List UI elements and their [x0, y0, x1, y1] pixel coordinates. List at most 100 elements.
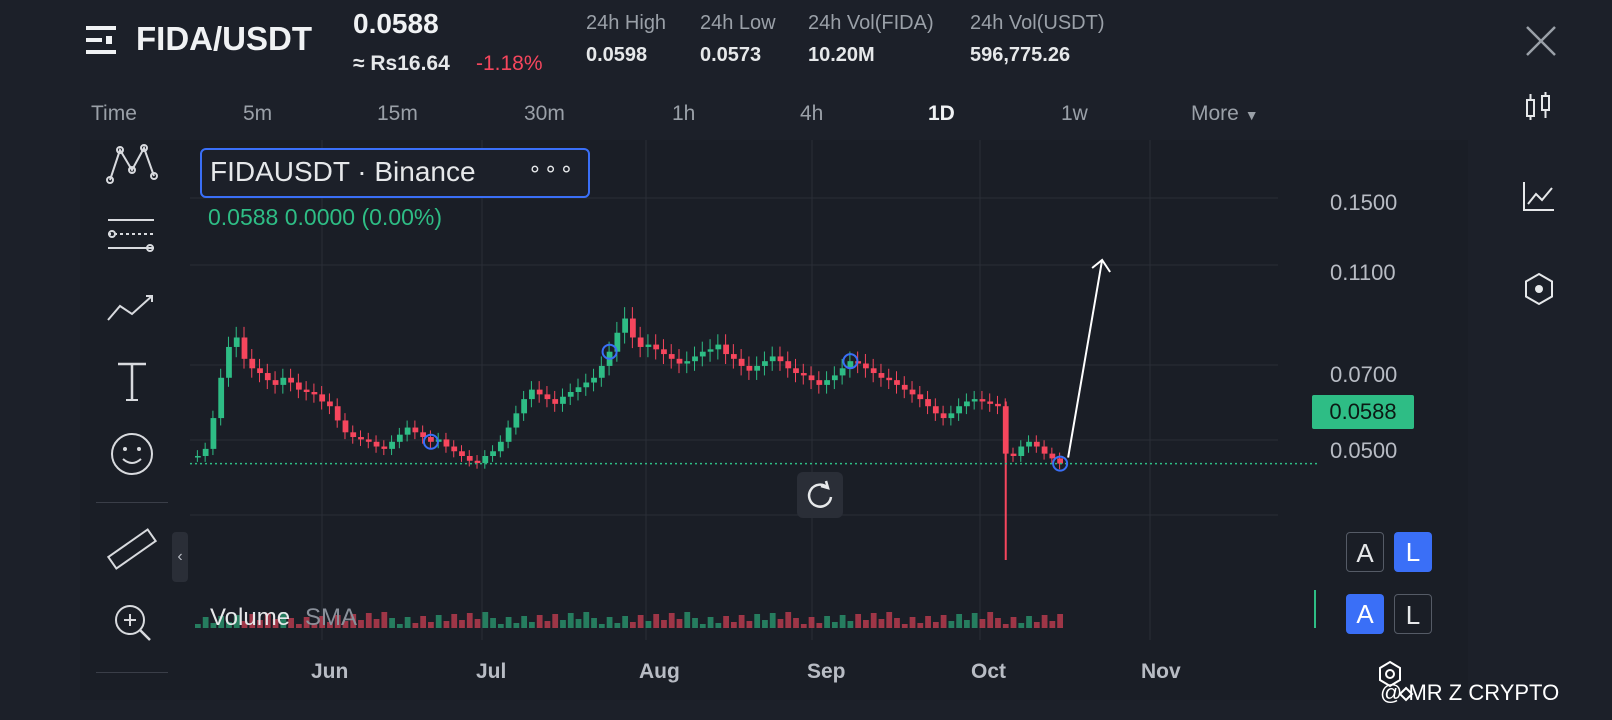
volume-bar: [606, 617, 613, 628]
legend-more-icon[interactable]: ∘∘∘: [528, 156, 576, 181]
settings-hexagon-icon[interactable]: [1520, 270, 1558, 308]
volume-bar: [513, 623, 520, 628]
chart-marker[interactable]: [1052, 455, 1069, 472]
volume-bar: [490, 618, 496, 628]
tab-4h[interactable]: 4h: [800, 102, 824, 125]
collapse-toolbar-button[interactable]: ‹: [172, 532, 188, 582]
candle-body: [428, 437, 434, 442]
volume-auto-scale-button[interactable]: A: [1346, 594, 1384, 634]
candle-body: [552, 399, 559, 404]
reset-chart-icon[interactable]: [797, 472, 843, 518]
chart-marker[interactable]: [422, 433, 439, 450]
text-tool-icon[interactable]: [104, 356, 160, 408]
volume-bar: [342, 621, 349, 628]
candle-body: [1033, 441, 1040, 447]
ohlc-readout: 0.0588 0.0000 (0.00%): [208, 204, 443, 230]
ruler-icon[interactable]: [104, 524, 160, 576]
candle-body: [637, 337, 644, 347]
close-icon[interactable]: [1524, 24, 1558, 58]
chart-marker[interactable]: [842, 353, 859, 370]
auto-scale-button[interactable]: A: [1346, 532, 1384, 572]
volume-bar: [1033, 622, 1040, 628]
tab-time[interactable]: Time: [91, 102, 137, 125]
candle-body: [661, 349, 667, 355]
volume-bar: [870, 613, 877, 628]
stat-label-high: 24h High: [586, 12, 667, 34]
volume-log-scale-button[interactable]: L: [1394, 594, 1432, 634]
volume-bar: [575, 619, 582, 628]
volume-bar: [1049, 621, 1056, 628]
pattern-tool-icon[interactable]: [104, 140, 160, 192]
candle-body: [630, 318, 636, 338]
candle-body: [847, 361, 854, 369]
volume-bar: [901, 624, 908, 628]
candle-body: [560, 396, 566, 404]
volume-bar: [334, 615, 341, 628]
volume-bar: [925, 616, 931, 628]
candle-body: [762, 361, 768, 366]
tab-1h[interactable]: 1h: [672, 102, 696, 125]
candle-body: [404, 427, 411, 435]
chart-marker[interactable]: [601, 343, 618, 360]
symbol-title[interactable]: FIDA/USDT: [136, 20, 312, 57]
candle-body: [295, 382, 302, 390]
volume-bar: [303, 617, 310, 628]
menu-icon[interactable]: [86, 24, 120, 56]
chevron-down-icon: ▼: [1244, 107, 1259, 123]
candle-body: [482, 456, 489, 464]
zoom-in-icon[interactable]: [104, 596, 160, 648]
chart-panel[interactable]: [80, 140, 1468, 700]
emoji-icon[interactable]: [104, 428, 160, 480]
indicator-chart-icon[interactable]: [1520, 178, 1558, 216]
arrow-head: [1091, 258, 1111, 273]
xaxis-label: Sep: [807, 660, 846, 683]
candle-body: [311, 392, 318, 395]
volume-bar: [202, 617, 209, 628]
last-price: 0.0588: [353, 8, 439, 39]
trend-line-icon[interactable]: [104, 284, 160, 336]
volume-bar: [645, 621, 652, 628]
fib-tool-icon[interactable]: [104, 212, 160, 264]
volume-bar: [257, 620, 263, 628]
candle-body: [303, 389, 310, 392]
candle-body: [1041, 446, 1048, 454]
candle-body: [264, 373, 271, 381]
log-scale-button[interactable]: L: [1394, 532, 1432, 572]
tab-more[interactable]: More ▼: [1191, 102, 1259, 126]
volume-bar: [668, 613, 675, 628]
tab-1w[interactable]: 1w: [1061, 102, 1088, 125]
candle-body: [971, 399, 978, 402]
candle-body: [365, 439, 372, 442]
candle-body: [544, 394, 551, 400]
candle-body: [932, 406, 939, 414]
volume-bar: [886, 612, 893, 628]
legend-box[interactable]: [200, 148, 590, 198]
volume-label: Volume: [210, 604, 291, 631]
candle-body: [699, 351, 706, 357]
tab-5m[interactable]: 5m: [243, 102, 273, 125]
current-price-tag: 0.0588: [1312, 395, 1414, 429]
volume-bar: [583, 612, 590, 628]
volume-bar: [948, 621, 955, 628]
arrow-drawing[interactable]: [1067, 259, 1104, 458]
volume-bar: [529, 622, 535, 628]
volume-bar: [226, 622, 232, 628]
candlestick-icon[interactable]: [1520, 88, 1558, 126]
volume-bar: [319, 616, 326, 628]
volume-bar: [754, 614, 761, 628]
volume-bar: [995, 618, 1001, 628]
price-chart[interactable]: [190, 140, 1318, 700]
candle-body: [257, 368, 263, 374]
candle-body: [567, 392, 574, 397]
candle-body: [894, 380, 900, 385]
volume-bar: [567, 613, 574, 628]
volume-bar: [241, 621, 248, 628]
candle-body: [412, 427, 419, 433]
tab-15m[interactable]: 15m: [377, 102, 418, 125]
volume-bar: [661, 620, 667, 628]
candle-body: [350, 432, 357, 438]
tab-1d[interactable]: 1D: [928, 102, 955, 125]
tab-30m[interactable]: 30m: [524, 102, 565, 125]
stat-value-high: 0.0598: [586, 44, 648, 66]
volume-bar: [350, 614, 357, 628]
